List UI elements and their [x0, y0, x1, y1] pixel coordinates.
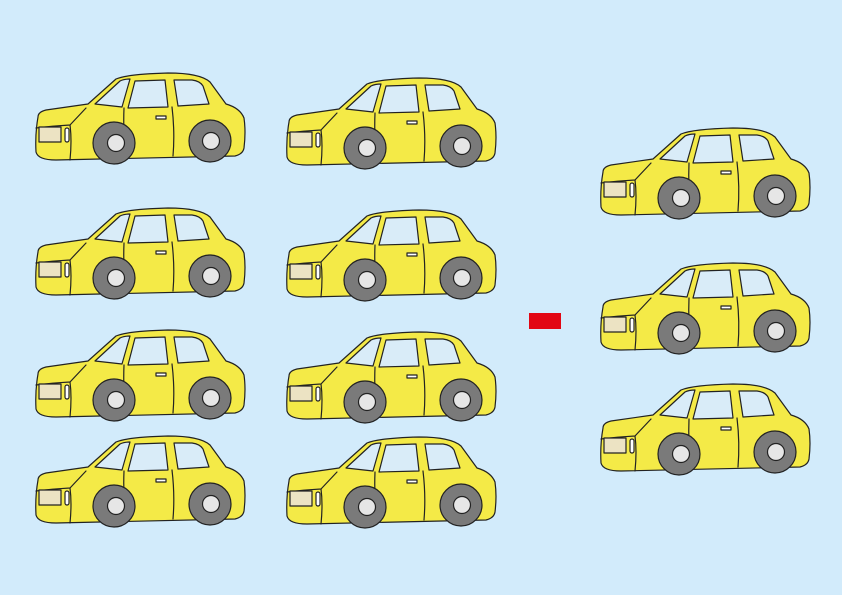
car-icon	[32, 205, 248, 305]
car-icon	[283, 75, 499, 175]
car-icon	[32, 433, 248, 533]
car-icon	[283, 329, 499, 429]
car-icon	[283, 434, 499, 534]
car-icon	[597, 381, 813, 481]
car-icon	[597, 125, 813, 225]
car-icon	[32, 70, 248, 170]
car-icon	[283, 207, 499, 307]
car-icon	[32, 327, 248, 427]
minus-sign-icon	[529, 313, 561, 329]
car-icon	[597, 260, 813, 360]
